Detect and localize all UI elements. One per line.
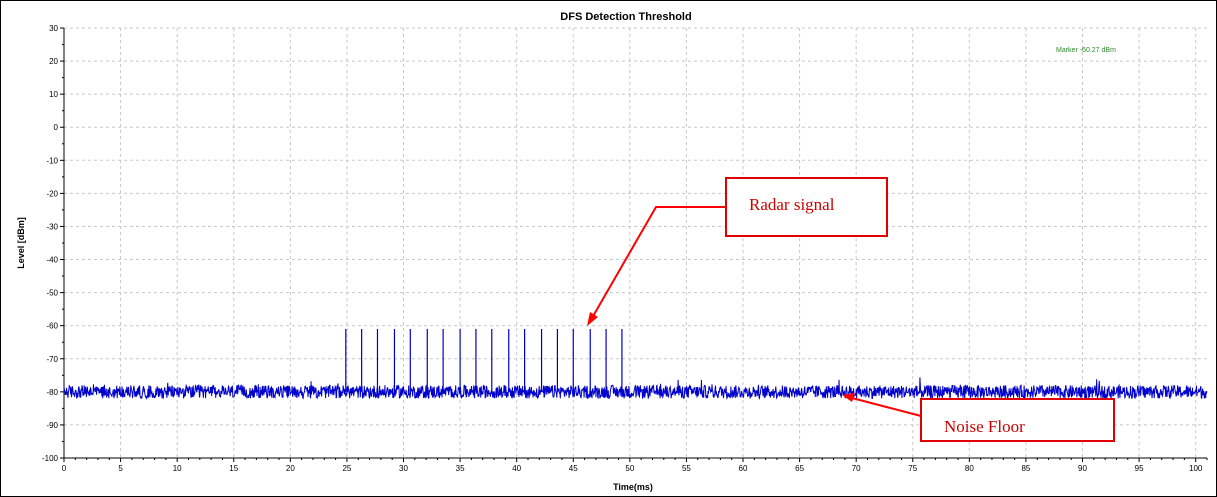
x-tick-label: 100 xyxy=(1189,464,1203,473)
radar-signal-label: Radar signal xyxy=(749,195,835,214)
x-tick-label: 95 xyxy=(1135,464,1144,473)
y-tick-label: -90 xyxy=(46,421,58,430)
y-tick-label: 10 xyxy=(49,90,58,99)
y-tick-label: 20 xyxy=(49,57,58,66)
x-tick-label: 55 xyxy=(682,464,691,473)
y-tick-label: -70 xyxy=(46,355,58,364)
x-tick-label: 5 xyxy=(118,464,123,473)
y-tick-label: 0 xyxy=(54,123,59,132)
x-tick-label: 0 xyxy=(62,464,67,473)
radar-signal-callout: Radar signal xyxy=(587,177,888,326)
y-tick-label: -30 xyxy=(46,222,58,231)
x-tick-label: 65 xyxy=(795,464,804,473)
x-tick-label: 25 xyxy=(342,464,351,473)
x-axis-title: Time(ms) xyxy=(613,482,653,492)
y-tick-label: -50 xyxy=(46,289,58,298)
y-axis-title: Level [dBm] xyxy=(16,217,26,269)
x-tick-label: 30 xyxy=(399,464,408,473)
x-tick-label: 70 xyxy=(852,464,861,473)
chart-title: DFS Detection Threshold xyxy=(560,11,691,23)
x-tick-label: 90 xyxy=(1078,464,1087,473)
x-tick-label: 20 xyxy=(286,464,295,473)
radar-signal-box xyxy=(725,177,888,237)
x-tick-label: 75 xyxy=(908,464,917,473)
noise-floor-arrow xyxy=(851,397,922,417)
radar-signal-arrowhead xyxy=(587,312,598,326)
x-tick-label: 85 xyxy=(1021,464,1030,473)
x-tick-label: 45 xyxy=(569,464,578,473)
x-tick-label: 15 xyxy=(229,464,238,473)
x-tick-label: 35 xyxy=(456,464,465,473)
x-tick-label: 60 xyxy=(739,464,748,473)
y-tick-label: -100 xyxy=(42,454,59,463)
y-tick-label: -60 xyxy=(46,322,58,331)
noise-floor-trace xyxy=(63,377,1208,401)
noise-floor-arrowhead xyxy=(842,393,855,402)
x-tick-label: 40 xyxy=(512,464,521,473)
y-tick-label: -20 xyxy=(46,189,58,198)
x-tick-label: 10 xyxy=(173,464,182,473)
signal-series xyxy=(63,329,1208,401)
noise-floor-label: Noise Floor xyxy=(944,417,1025,436)
noise-floor-box xyxy=(920,398,1115,442)
marker-readout: Marker -60.27 dBm xyxy=(1056,47,1116,54)
y-tick-label: -80 xyxy=(46,388,58,397)
x-tick-label: 80 xyxy=(965,464,974,473)
radar-signal-arrow xyxy=(591,206,726,319)
x-tick-label: 50 xyxy=(625,464,634,473)
noise-floor-callout: Noise Floor xyxy=(842,393,1115,442)
y-tick-label: -40 xyxy=(46,256,58,265)
y-tick-label: 30 xyxy=(49,24,58,33)
y-tick-label: -10 xyxy=(46,156,58,165)
